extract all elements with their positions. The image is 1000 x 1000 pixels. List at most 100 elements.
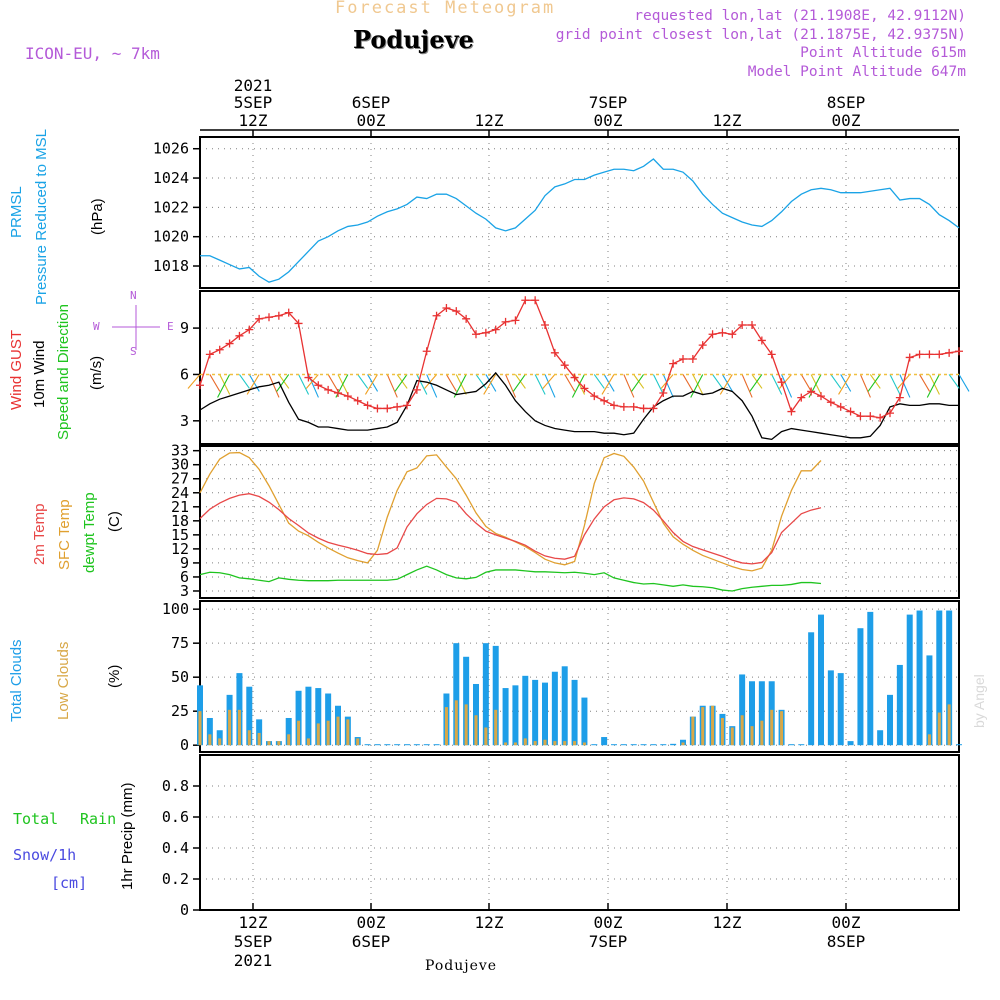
wind-gust-line-marker xyxy=(560,361,569,370)
y-tick-label: 1024 xyxy=(153,169,189,187)
bottom-day-label: 6SEP xyxy=(352,932,391,951)
wind-gust-line-marker xyxy=(679,355,687,363)
wind-direction-arrow xyxy=(899,374,911,398)
wind-gust-line-marker xyxy=(383,404,392,413)
total-cloud-bar xyxy=(847,741,854,746)
wind-speed-line xyxy=(199,371,959,441)
wind-gust-line-marker xyxy=(688,355,697,363)
low-cloud-bar xyxy=(740,715,744,746)
total-cloud-bar xyxy=(916,610,923,746)
low-cloud-bar xyxy=(563,741,567,746)
total-cloud-bar xyxy=(591,744,598,746)
wind-gust-line-marker xyxy=(393,402,402,411)
wind-gust-line-marker xyxy=(521,296,530,305)
total-cloud-bar xyxy=(867,611,874,746)
y-tick-label: 25 xyxy=(171,702,189,720)
prmsl-label: PRMSL xyxy=(8,186,25,238)
wind-gust-line-marker xyxy=(274,311,283,320)
low-cloud-bar xyxy=(356,738,360,746)
y-tick-label: 27 xyxy=(171,470,189,488)
total-cloud-bar xyxy=(295,690,302,746)
wind-direction-arrow xyxy=(512,374,526,392)
wind-direction-arrow xyxy=(276,374,290,392)
y-tick-label: 75 xyxy=(171,634,189,652)
total-cloud-bar xyxy=(630,744,637,746)
prmsl-line xyxy=(200,158,960,283)
wind-direction-arrow xyxy=(652,374,664,395)
wind-gust-line-marker xyxy=(452,307,461,316)
wind-gust-line-marker xyxy=(403,401,411,410)
wind-gust-line-marker xyxy=(373,404,382,413)
total-cloud-bar xyxy=(542,682,548,746)
wind-direction-arrow xyxy=(800,374,812,392)
bottom-hour-label: 00Z xyxy=(832,913,861,932)
wind-gust-line-marker xyxy=(343,392,352,401)
bottom-day-label: 5SEP xyxy=(234,932,273,951)
top-hour-label: 00Z xyxy=(357,111,386,130)
y-tick-label: 15 xyxy=(171,526,189,544)
wind-direction-arrow xyxy=(483,374,497,395)
wind-gust-line xyxy=(199,299,960,419)
wind-gust-line-marker xyxy=(955,347,963,356)
total-cloud-bar xyxy=(374,744,381,746)
low-cloud-bar xyxy=(346,719,350,746)
point-altitude: Point Altitude 615m xyxy=(800,45,966,61)
total-cloud-bar xyxy=(956,744,962,746)
total-cloud-bar xyxy=(512,685,519,746)
wind-gust-line-marker xyxy=(235,331,244,340)
wind-gust-line-marker xyxy=(708,330,717,339)
wind-direction-arrow xyxy=(544,374,556,398)
wind-label: 10m Wind xyxy=(31,340,48,408)
wind-direction-arrow xyxy=(631,374,645,392)
total-cloud-bar xyxy=(601,737,608,746)
y-tick-label: 30 xyxy=(171,456,189,474)
low-cloud-bar xyxy=(228,709,232,746)
compass-e: E xyxy=(167,320,174,333)
wind-direction-arrow xyxy=(268,374,280,398)
wind-gust-line-marker xyxy=(748,321,756,329)
total-cloud-bar xyxy=(394,744,401,746)
wind-gust-line-marker xyxy=(698,341,707,350)
wind-gust-line-marker xyxy=(777,378,786,387)
low-cloud-bar xyxy=(326,720,330,746)
total-cloud-bar xyxy=(384,744,391,746)
total-cloud-bar xyxy=(837,673,844,746)
wind-direction-arrow xyxy=(919,374,931,392)
low-cloud-bar xyxy=(277,741,281,746)
wind-gust-line-marker xyxy=(876,413,885,422)
wind-gust-line-marker xyxy=(284,308,293,317)
pressure-label: Pressure Reduced to MSL xyxy=(33,129,50,305)
wind-direction-arrow xyxy=(238,374,250,389)
wind-gust-line-marker xyxy=(501,317,510,326)
low-cloud-bar xyxy=(711,705,715,746)
low-cloud-bar xyxy=(218,738,222,746)
low-cloud-bar xyxy=(198,711,202,746)
wind-gust-line-marker xyxy=(531,296,540,305)
y-tick-label: 1022 xyxy=(153,198,189,216)
total-cloud-bar xyxy=(305,686,312,746)
total-cloud-bar xyxy=(926,655,933,746)
low-cloud-bar xyxy=(573,741,577,746)
total-cloud-bar xyxy=(808,632,815,746)
wind-gust-line-marker xyxy=(462,314,471,323)
wind-gust-line-marker xyxy=(836,402,845,411)
wind-gust-line-marker xyxy=(659,389,668,397)
total-cloud-bar xyxy=(206,717,213,746)
wind-gust-line-marker xyxy=(925,350,934,359)
total-cloud-bar xyxy=(906,614,913,746)
wind-direction-arrow xyxy=(830,374,842,389)
wind-dir-label: Speed and Direction xyxy=(55,304,72,440)
wind-gust-line-marker xyxy=(945,348,954,357)
wind-gust-line-marker xyxy=(895,393,904,402)
dewpt-line xyxy=(199,565,822,592)
pressure-unit: (hPa) xyxy=(89,198,106,235)
total-cloud-bar xyxy=(492,645,499,746)
total-cloud-bar xyxy=(571,679,578,746)
watermark: by Angel xyxy=(971,674,987,728)
wind-gust-line-marker xyxy=(807,387,816,396)
wind-direction-arrow xyxy=(426,374,438,398)
wind-gust-line-marker xyxy=(412,385,421,394)
wind-direction-arrow xyxy=(475,374,487,389)
wind-direction-arrow xyxy=(712,374,724,389)
total-cloud-bar xyxy=(236,673,243,746)
